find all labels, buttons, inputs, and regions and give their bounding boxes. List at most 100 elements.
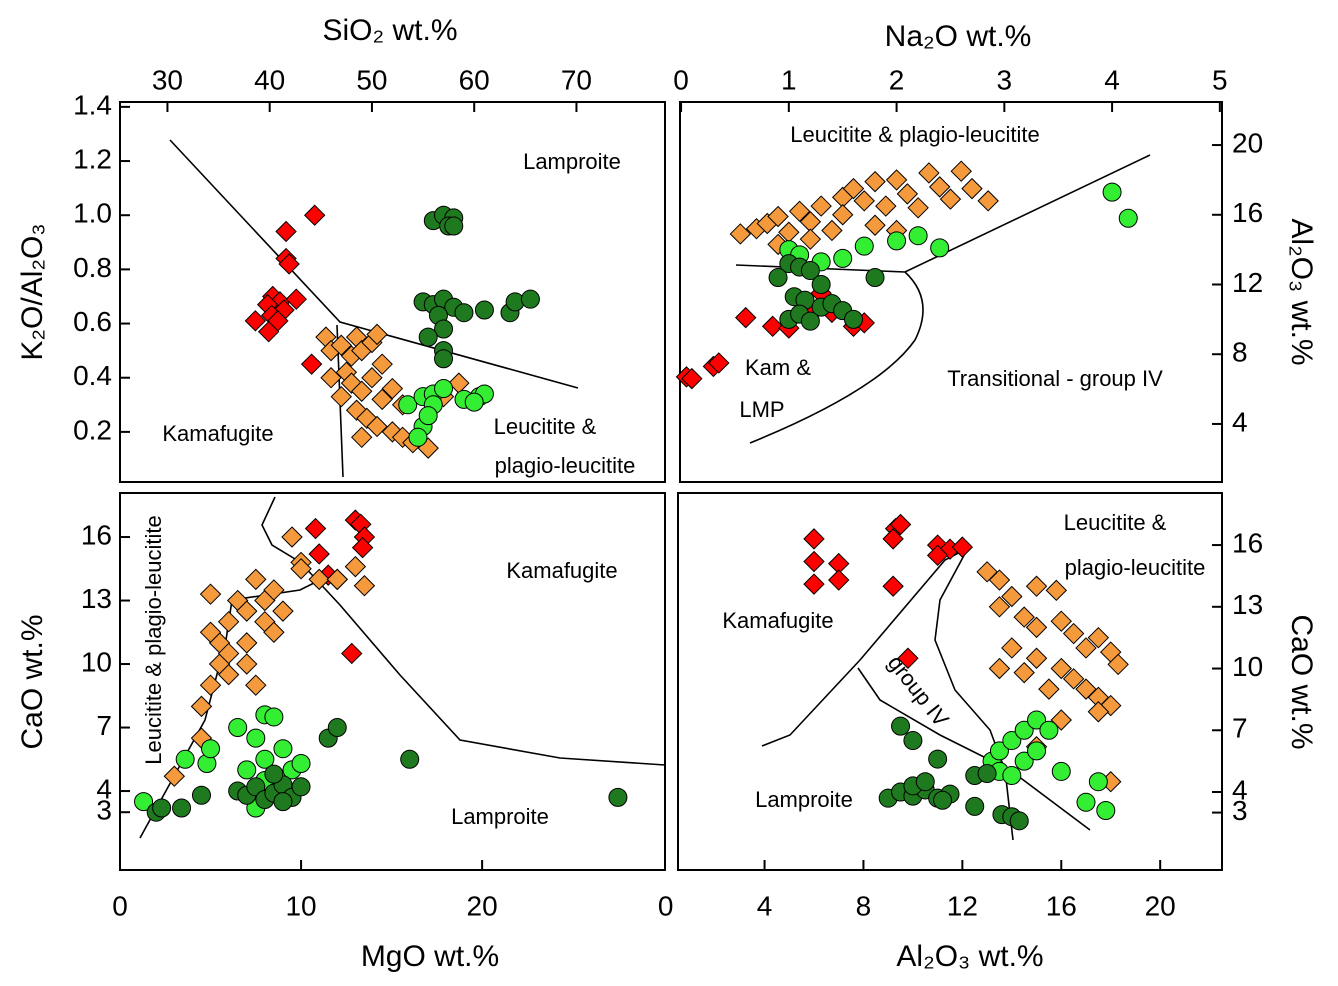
field-label: Lamproite: [451, 804, 549, 829]
diamond-point: [300, 353, 323, 375]
circle-point: [989, 741, 1009, 761]
diamond-point: [875, 195, 897, 217]
circle-point: [434, 319, 454, 339]
field-label: Transitional - group IV: [947, 366, 1163, 391]
circle-point: [854, 236, 874, 256]
circle-point: [1027, 741, 1047, 761]
circle-point: [1088, 772, 1108, 792]
plot-frame: [119, 101, 666, 483]
diamond-point: [950, 160, 972, 182]
diamond-point: [308, 543, 330, 565]
circle-point: [418, 327, 438, 347]
diamond-point: [1050, 610, 1072, 632]
circle-point: [903, 731, 923, 751]
circle-point: [434, 349, 454, 369]
diamond-point: [708, 352, 730, 374]
circle-point: [400, 749, 420, 769]
field-label: Leucitite & plagio-leucitite: [790, 122, 1039, 147]
diamond-point: [1013, 661, 1035, 684]
circle-point: [191, 785, 211, 805]
diamond-point: [889, 513, 912, 536]
diamond-point: [729, 223, 752, 245]
diamond-point: [821, 219, 843, 242]
diamond-point: [988, 596, 1011, 618]
diamond-point: [290, 558, 312, 580]
y-tick-label: 10: [81, 646, 112, 677]
x-tick-label: 4: [1104, 64, 1120, 95]
diamond-point: [885, 169, 908, 191]
y-tick-label: 16: [81, 519, 112, 550]
series: [779, 182, 1138, 272]
diamond-point: [1107, 653, 1129, 676]
diamond-point: [285, 288, 307, 310]
diamond-point: [163, 765, 186, 787]
diamond-point: [882, 528, 904, 550]
circle-point: [454, 303, 474, 323]
x-tick-label: 1: [781, 64, 797, 95]
circle-point: [1102, 182, 1122, 202]
circle-point: [891, 716, 911, 736]
diamond-point: [351, 536, 374, 559]
series: [398, 379, 494, 447]
circle-point: [418, 406, 438, 426]
diamond-point: [907, 197, 929, 219]
diamond-point: [330, 334, 352, 356]
x-tick-label: 16: [1046, 890, 1077, 921]
circle-point: [264, 764, 284, 784]
x-tick-label: 30: [152, 64, 183, 95]
diamond-point: [245, 568, 267, 591]
diamond-point: [361, 367, 383, 389]
y-tick-label: 0.2: [73, 414, 112, 445]
diamond-point: [278, 253, 300, 275]
circle-point: [928, 749, 948, 769]
diamond-point: [828, 569, 850, 591]
y-tick-label: 4: [96, 773, 112, 804]
circle-point: [172, 798, 192, 818]
diamond-point: [320, 367, 342, 389]
circle-point: [1002, 766, 1022, 786]
diamond-point: [199, 621, 222, 643]
circle-point: [474, 300, 494, 320]
x-tick-label: 8: [856, 890, 872, 921]
diamond-point: [897, 647, 919, 669]
y-axis-title: Al₂O₃ wt.%: [1285, 218, 1318, 365]
y-tick-label: 13: [1232, 589, 1263, 620]
circle-point: [201, 739, 221, 759]
circle-point: [843, 309, 863, 329]
circle-point: [833, 248, 853, 268]
diamond-point: [1001, 585, 1023, 608]
diamond-point: [761, 315, 784, 338]
diamond-point: [1045, 579, 1068, 602]
diamond-point: [263, 621, 285, 643]
diamond-point: [918, 162, 940, 184]
field-label: Lamproite: [523, 149, 621, 174]
circle-point: [768, 268, 788, 288]
circle-point: [134, 792, 154, 812]
y-tick-label: 3: [1232, 795, 1248, 826]
circle-point: [1014, 751, 1034, 771]
field-label: Leucitite & plagio-leucitite: [141, 515, 166, 764]
circle-point: [291, 777, 311, 797]
diamond-point: [735, 306, 757, 329]
diamond-point: [236, 632, 258, 654]
x-tick-label: 10: [285, 890, 316, 921]
series: [304, 509, 376, 665]
circle-point: [255, 749, 275, 769]
y-tick-label: 10: [1232, 651, 1263, 682]
diamond-point: [832, 204, 854, 226]
x-tick-label: 40: [254, 64, 285, 95]
circle-point: [398, 395, 418, 415]
diamond-point: [281, 526, 303, 548]
diamond-point: [366, 323, 388, 346]
diamond-point: [803, 550, 825, 573]
diamond-point: [1038, 678, 1060, 700]
series: [768, 254, 885, 331]
diamond-point: [1025, 647, 1048, 669]
boundary: [261, 496, 666, 766]
series: [729, 160, 999, 256]
x-tick-label: 50: [356, 64, 387, 95]
circle-point: [1051, 761, 1071, 781]
x-tick-label: 70: [561, 64, 592, 95]
diamond-point: [1050, 657, 1072, 680]
diamond-point: [326, 568, 348, 591]
